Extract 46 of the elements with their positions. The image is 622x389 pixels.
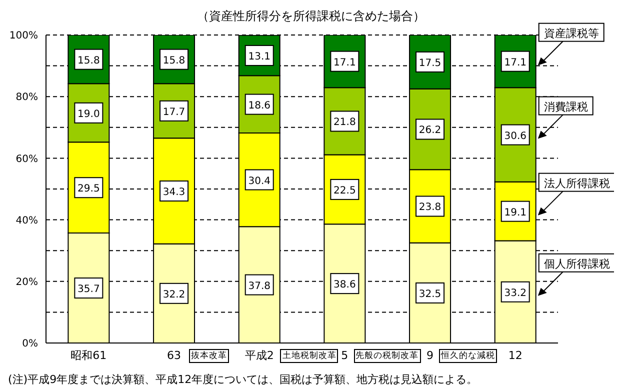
data-label: 19.1 (504, 207, 526, 218)
y-tick-label: 100% (9, 30, 38, 42)
text: (注)平成9年度までは決算額、平成12年度については、国税は予算額、地方税は見込額による。 (8, 372, 478, 387)
y-tick-label: 0% (22, 338, 38, 350)
y-tick-label: 60% (16, 154, 38, 165)
x-tick-label: 12 (508, 348, 522, 362)
series-label: 法人所得課税 (544, 176, 610, 190)
text: 土地税制改革 (280, 349, 338, 363)
data-label: 15.8 (78, 55, 100, 66)
series-label: 資産課税等 (544, 26, 599, 40)
data-label: 22.5 (334, 185, 356, 196)
data-label: 17.5 (418, 58, 442, 69)
data-label: 17.1 (504, 57, 526, 68)
data-label: 30.6 (504, 130, 526, 142)
data-label: 13.1 (248, 51, 270, 62)
text: 先般の税制改革 (354, 349, 421, 363)
data-label: 32.5 (418, 288, 442, 300)
x-tick-label: 平成2 (244, 348, 274, 362)
y-tick-label: 20% (16, 276, 38, 288)
data-label: 35.7 (78, 284, 100, 296)
data-label: 21.8 (334, 117, 356, 128)
data-label: 32.2 (162, 289, 186, 300)
data-label: 33.2 (504, 288, 526, 299)
data-label: 23.8 (418, 202, 442, 214)
x-tick-label: 63 (167, 348, 181, 362)
chart-title: （資産性所得分を所得課税に含めた場合） (196, 8, 426, 25)
x-tick-label: 9 (426, 348, 434, 362)
data-label: 26.2 (418, 125, 442, 136)
data-label: 17.1 (334, 57, 356, 68)
data-label: 18.6 (248, 100, 270, 112)
data-label: 29.5 (78, 184, 100, 195)
data-label: 17.7 (162, 106, 186, 118)
y-tick-label: 40% (16, 215, 38, 226)
x-tick-label: 5 (341, 348, 348, 362)
data-label: 38.6 (334, 280, 356, 291)
data-label: 15.8 (162, 55, 186, 66)
text: 恒久的な減税 (439, 349, 497, 363)
x-tick-label: 昭和61 (70, 348, 107, 362)
series-label: 消費課税 (544, 100, 588, 114)
series-label: 個人所得課税 (544, 257, 610, 270)
y-tick-label: 80% (16, 92, 38, 104)
data-label: 34.3 (162, 187, 186, 198)
data-label: 37.8 (248, 280, 270, 292)
data-label: 30.4 (248, 176, 270, 187)
text: 抜本改革 (189, 349, 229, 363)
data-label: 19.0 (78, 108, 100, 120)
